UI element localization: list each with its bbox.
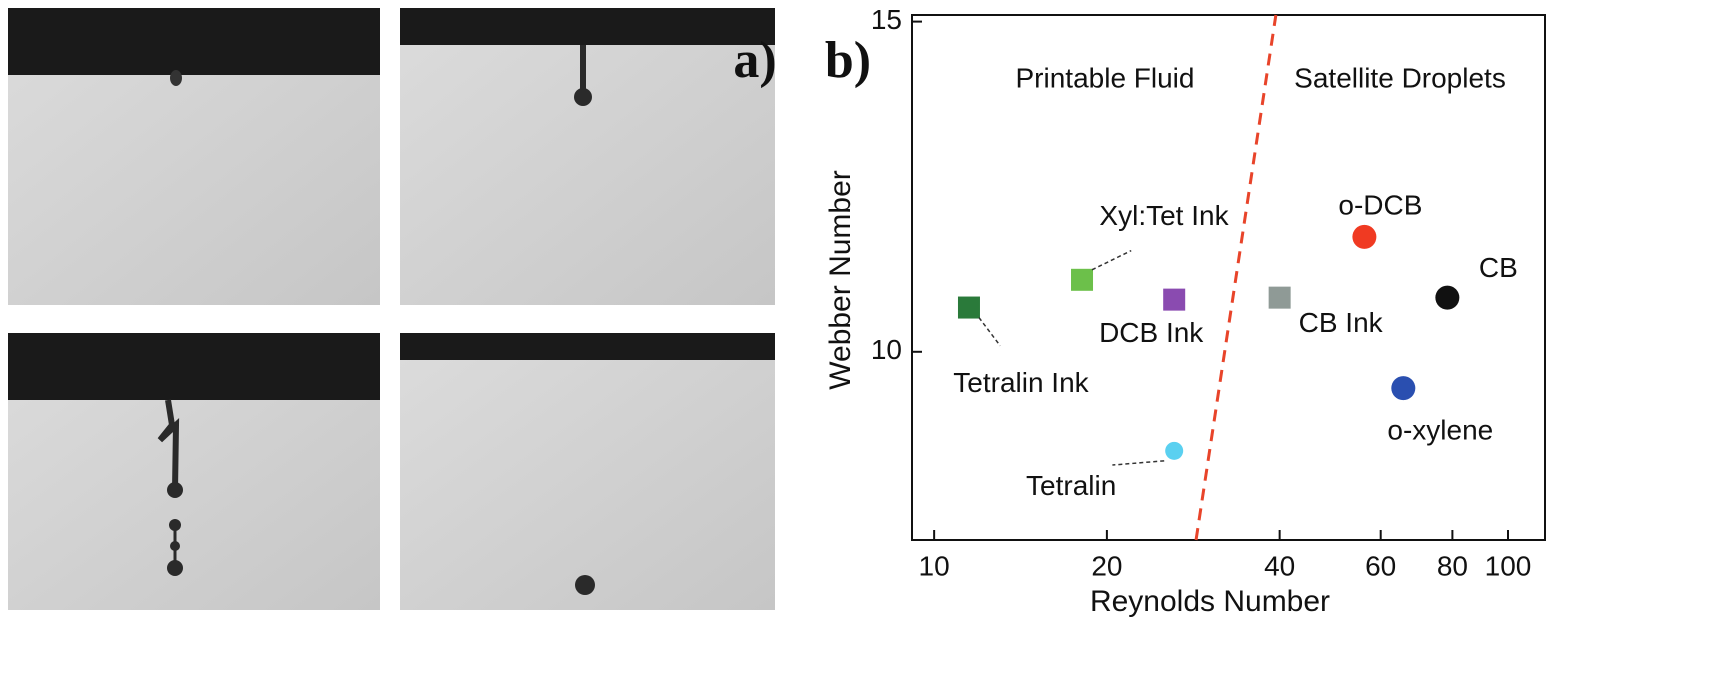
circle-marker bbox=[1165, 441, 1184, 460]
photo-bottom-left bbox=[8, 333, 380, 610]
photo-bottom-right bbox=[400, 333, 775, 610]
point-label: o-xylene bbox=[1387, 415, 1493, 446]
panel-label: b) bbox=[825, 32, 871, 89]
panel-label: a) bbox=[733, 32, 776, 89]
square-marker bbox=[1268, 286, 1291, 309]
region-label: Satellite Droplets bbox=[1294, 62, 1506, 93]
plot-frame bbox=[911, 14, 1546, 541]
point-label: DCB Ink bbox=[1099, 317, 1204, 348]
x-axis-title: Reynolds Number bbox=[1090, 585, 1330, 618]
leader-line bbox=[978, 317, 1001, 347]
circle-marker bbox=[1435, 285, 1460, 310]
y-tick-label: 15 bbox=[871, 4, 902, 35]
photo-top-right bbox=[400, 8, 775, 305]
leader-line bbox=[1091, 249, 1132, 271]
photo-top-left bbox=[8, 8, 380, 305]
boundary-line bbox=[1194, 14, 1278, 541]
leader-line bbox=[1112, 460, 1165, 466]
square-marker bbox=[1163, 288, 1186, 311]
point-label: CB Ink bbox=[1299, 307, 1384, 338]
circle-marker bbox=[1391, 376, 1416, 401]
square-marker bbox=[957, 296, 980, 319]
point-label: o-DCB bbox=[1338, 189, 1422, 220]
point-label: CB bbox=[1479, 252, 1518, 283]
point-label: Tetralin bbox=[1026, 470, 1116, 501]
circle-marker bbox=[1352, 224, 1377, 249]
point-label: Xyl:Tet Ink bbox=[1099, 200, 1229, 231]
x-tick-label: 60 bbox=[1365, 550, 1396, 581]
x-tick-label: 10 bbox=[919, 550, 950, 581]
region-label: Printable Fluid bbox=[1016, 62, 1195, 93]
y-tick-label: 10 bbox=[871, 334, 902, 365]
x-tick-label: 20 bbox=[1091, 550, 1122, 581]
x-tick-label: 100 bbox=[1485, 550, 1532, 581]
square-marker bbox=[1071, 268, 1094, 291]
x-tick-label: 80 bbox=[1437, 550, 1468, 581]
point-label: Tetralin Ink bbox=[953, 367, 1089, 398]
y-axis-title: Webber Number bbox=[824, 170, 857, 390]
x-tick-label: 40 bbox=[1264, 550, 1295, 581]
